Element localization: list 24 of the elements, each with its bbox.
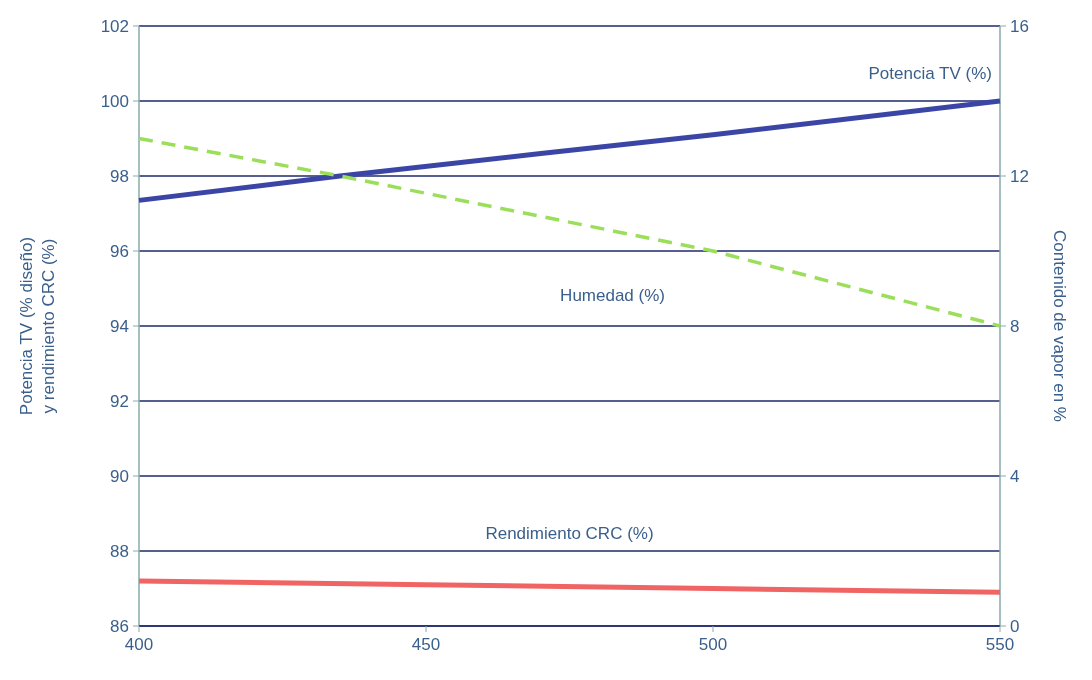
y-tick-label: 102 [100, 17, 129, 36]
x-tick-label: 500 [698, 635, 728, 654]
y-axis-title: Potencia TV (% diseño) y rendimiento CRC (%) [17, 236, 58, 416]
text: Humedad (%) [560, 286, 665, 305]
text: Rendimiento CRC (%) [485, 523, 654, 543]
y-tick-label: 100 [100, 92, 129, 111]
x-tick-label: 550 [985, 635, 1015, 654]
y2-tick-label: 16 [1010, 17, 1029, 36]
x-tick-label: 450 [411, 635, 441, 654]
y-tick-label: 86 [110, 617, 129, 636]
y-tick-label: 90 [110, 467, 129, 486]
x-tick-label: 400 [124, 635, 154, 654]
y2-tick-label: 8 [1010, 317, 1020, 336]
y-tick-label: 98 [110, 167, 129, 186]
y-tick-label: 94 [110, 317, 129, 336]
y2-tick-label: 4 [1010, 467, 1020, 486]
line-series [137, 136, 1002, 328]
y-tick-label: 96 [110, 242, 129, 261]
y-tick-label: 88 [110, 542, 129, 561]
y2-tick-label: 12 [1010, 167, 1029, 186]
y2-tick-label: 0 [1010, 617, 1020, 636]
y-tick-label: 92 [110, 392, 129, 411]
series-label: Potencia TV (%) [868, 64, 992, 83]
y2-axis-title: Contenido de vapor en % [1050, 230, 1069, 422]
